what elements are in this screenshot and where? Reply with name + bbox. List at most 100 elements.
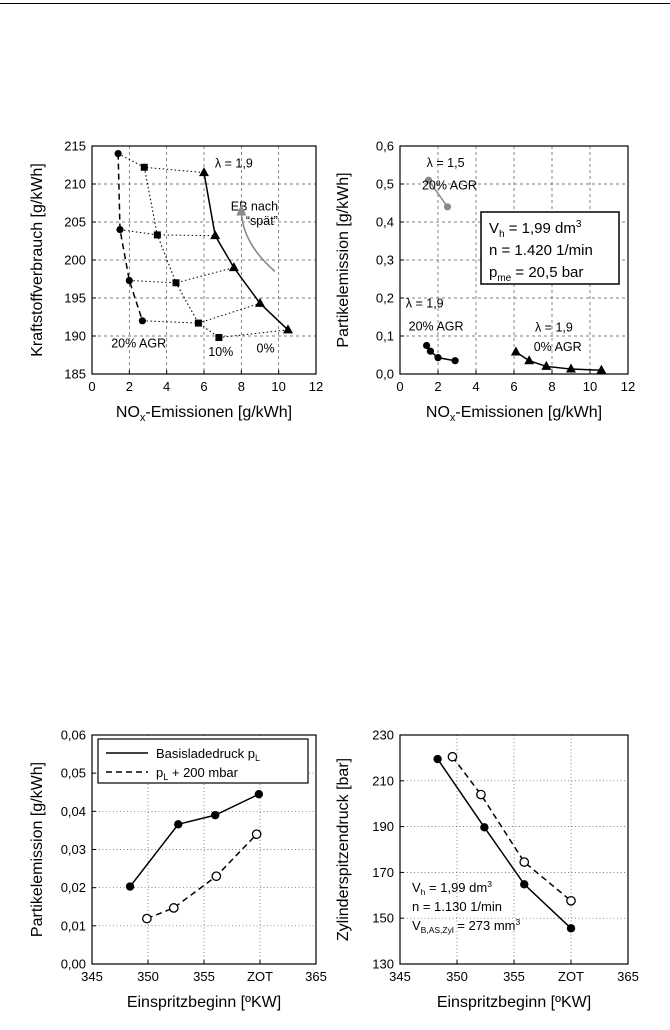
data-point: [519, 857, 530, 867]
x-tick-label: 8: [548, 379, 555, 394]
chart-4: 345 350 355 ZOT 365 130 150 170 190 210 230 Einspri…: [335, 728, 639, 1012]
x-axis-label: NOx-Emissionen [g/kWh]: [116, 404, 292, 424]
data-point: [125, 276, 133, 285]
series-line-2: [146, 833, 258, 920]
y-tick-label: 0,2: [376, 291, 394, 306]
x-tick-label: 12: [309, 379, 323, 394]
info-line: Vh = 1,99 dm3: [412, 879, 492, 897]
chart-3: 345 350 355 ZOT 365 0,00 0,01 0,02 0,03 0,04 0,05 0…: [29, 728, 327, 1012]
data-point: [433, 754, 442, 764]
data-point: [566, 363, 576, 373]
data-point: [447, 751, 458, 762]
y-tick-label: 0,6: [376, 139, 394, 154]
y-tick-label: 210: [64, 177, 86, 192]
y-axis-label: Partikelemission [g/kWh]: [335, 172, 352, 347]
data-point: [524, 355, 535, 365]
annotation-label: 10%: [208, 345, 233, 359]
y-tick-label: 185: [64, 367, 86, 382]
y-tick-label: 0,0: [376, 367, 394, 382]
legend-label: pL + 200 mbar: [156, 765, 239, 782]
y-tick-label: 195: [64, 291, 86, 306]
y-tick-label: 0,4: [376, 215, 394, 230]
info-box: [480, 211, 620, 285]
data-point: [451, 357, 459, 365]
data-point: [140, 163, 148, 171]
annotation-label: 0% AGR: [534, 340, 582, 354]
y-tick-label: 200: [64, 253, 86, 268]
connector-line: [119, 229, 216, 237]
info-line: pme = 20,5 bar: [489, 264, 583, 284]
x-tick-label: 6: [510, 379, 517, 394]
data-point: [596, 364, 607, 374]
y-tick-label: 130: [372, 957, 394, 972]
chart-1: 0 2 4 6 8 10 12 185 190 195 200 205 210 215 NOx-Emissi…: [29, 139, 323, 425]
x-tick-label: 4: [472, 379, 479, 394]
data-point: [423, 341, 431, 350]
info-line: n = 1.420 1/min: [489, 242, 593, 259]
connector-line: [117, 153, 205, 174]
x-tick-label: 355: [193, 969, 215, 984]
data-point: [510, 346, 521, 356]
data-point: [211, 871, 222, 882]
data-point: [426, 347, 434, 355]
annotation-label: 20% AGR: [111, 336, 166, 350]
x-tick-label: 10: [271, 379, 285, 394]
data-point: [174, 820, 183, 829]
data-point: [210, 230, 221, 240]
x-tick-label: 4: [163, 379, 170, 394]
data-point: [424, 176, 433, 184]
series-line-2: [451, 756, 572, 902]
y-tick-label: 170: [372, 865, 394, 880]
annotation-label: λ = 1,9: [535, 320, 573, 334]
info-line: n = 1.130 1/min: [412, 899, 502, 914]
data-point: [153, 231, 161, 239]
y-tick-label: 0,5: [376, 177, 394, 192]
y-tick-label: 215: [64, 139, 86, 154]
x-axis-label: Einspritzbeginn [ºKW]: [437, 994, 591, 1011]
x-tick-label: 0: [396, 379, 403, 394]
info-line: VB,AS,Zyl = 273 mm3: [412, 917, 521, 935]
y-tick-label: 150: [372, 911, 394, 926]
arrow-head: [236, 204, 247, 216]
annotation-label: 20% AGR: [409, 319, 464, 333]
series-line-3: [117, 153, 144, 322]
y-tick-label: 230: [372, 728, 394, 743]
x-tick-label: 355: [503, 969, 525, 984]
y-tick-label: 190: [64, 329, 86, 344]
y-tick-label: 0,04: [61, 804, 86, 819]
x-axis-label: Einspritzbeginn [ºKW]: [127, 994, 281, 1011]
y-tick-label: 0,03: [61, 842, 86, 857]
data-point: [125, 882, 135, 891]
data-point: [172, 279, 180, 287]
data-point: [566, 895, 576, 906]
annotation-label: 20% AGR: [422, 179, 477, 193]
x-tick-label: 345: [81, 969, 103, 984]
x-tick-label: 8: [238, 379, 245, 394]
x-tick-label: 350: [137, 969, 159, 984]
y-tick-label: 0,1: [376, 329, 394, 344]
series-line-1: [427, 179, 449, 208]
data-point: [228, 262, 239, 272]
y-tick-label: 190: [372, 819, 394, 834]
x-tick-label: 365: [305, 969, 327, 984]
connector-line: [129, 267, 234, 284]
page-header-rule: [0, 3, 670, 4]
x-tick-label: 350: [446, 969, 468, 984]
x-tick-label: 0: [88, 379, 95, 394]
data-point: [255, 297, 265, 307]
annotation-label: “spät”: [246, 214, 278, 228]
series-line-1: [203, 172, 289, 331]
x-tick-label: ZOT: [558, 969, 584, 984]
annotation-label: λ = 1,5: [427, 156, 465, 170]
data-point: [566, 924, 576, 933]
data-point: [520, 880, 529, 889]
data-point: [443, 203, 452, 211]
y-axis-label: Partikelemission [g/kWh]: [29, 762, 46, 937]
y-tick-label: 0,05: [61, 766, 86, 781]
data-point: [215, 334, 223, 342]
y-axis-label: Kraftstoffverbrauch [g/kWh]: [29, 163, 46, 357]
annotation-label: λ = 1,9: [215, 156, 253, 170]
y-tick-label: 0,01: [61, 918, 86, 933]
legend-box: [97, 738, 309, 784]
y-tick-label: 0,3: [376, 253, 394, 268]
